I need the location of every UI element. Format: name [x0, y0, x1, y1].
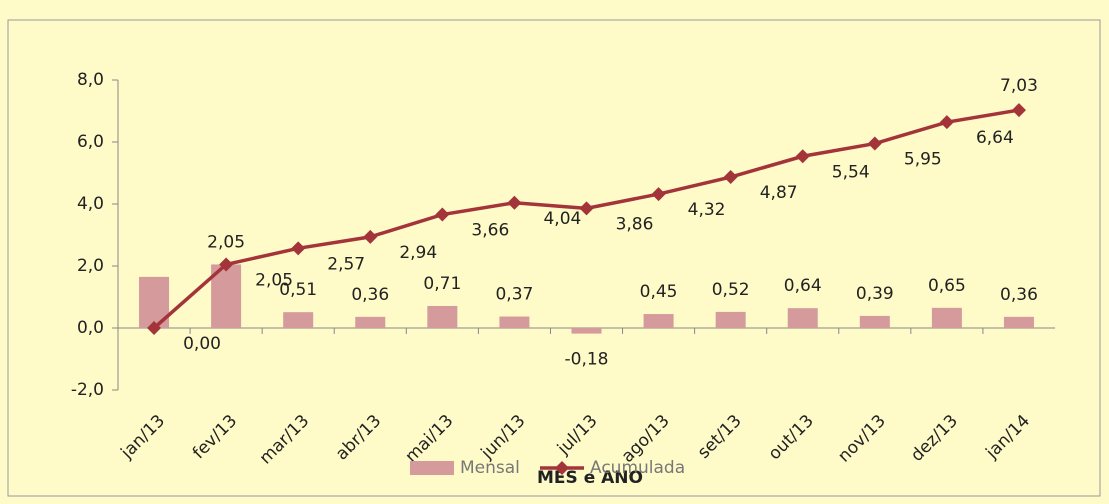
bar	[355, 316, 386, 328]
line-label: 2,05	[255, 270, 293, 290]
bar	[571, 328, 602, 334]
bar-label: 0,45	[640, 282, 678, 302]
marker	[507, 195, 522, 210]
marker	[579, 201, 594, 216]
bar-label: -0,18	[565, 350, 609, 370]
bar-label: 0,52	[712, 280, 750, 300]
bar-label: 0,37	[495, 285, 533, 305]
marker	[651, 187, 666, 202]
bar	[1003, 316, 1034, 328]
line-label: 4,32	[688, 200, 726, 220]
y-tick-label: 2,0	[77, 256, 104, 276]
bar-label: 0,39	[856, 284, 894, 304]
marker	[1011, 103, 1026, 118]
bar-label: 0,71	[423, 274, 461, 294]
bar-label: 0,36	[351, 285, 389, 305]
legend-swatch	[410, 461, 454, 475]
marker	[435, 207, 450, 222]
marker	[939, 115, 954, 130]
marker	[219, 257, 234, 272]
y-tick-label: 0,0	[77, 318, 104, 338]
line-label: 4,87	[760, 183, 798, 203]
marker	[867, 136, 882, 151]
y-tick-label: -2,0	[71, 380, 104, 400]
bar	[859, 315, 890, 328]
bar-label: 0,64	[784, 276, 822, 296]
marker	[723, 170, 738, 185]
bar	[643, 314, 674, 328]
chart-frame	[7, 19, 1101, 497]
bar-label: 0,36	[1000, 285, 1038, 305]
bar-label: 2,05	[207, 232, 245, 252]
marker	[291, 241, 306, 256]
marker	[795, 149, 810, 164]
line-label: 3,66	[471, 221, 509, 241]
line-label: 5,95	[904, 150, 942, 170]
legend-marker	[555, 461, 569, 475]
line-label: 4,04	[543, 209, 581, 229]
legend-label: Acumulada	[590, 458, 685, 478]
line-label: 6,64	[976, 128, 1014, 148]
y-tick-label: 6,0	[77, 132, 104, 152]
bar-label: 0,51	[279, 280, 317, 300]
marker	[147, 321, 162, 335]
line-label: 0,00	[183, 334, 221, 354]
legend-label: Mensal	[460, 458, 520, 478]
bar	[787, 308, 818, 328]
line-label: 2,57	[327, 254, 365, 274]
bar	[283, 312, 314, 328]
line-label: 5,54	[832, 162, 870, 182]
bar	[427, 305, 458, 328]
marker	[363, 229, 378, 244]
line-label: 3,86	[616, 214, 654, 234]
bar	[931, 307, 962, 328]
bar-label: 0,65	[928, 276, 966, 296]
y-tick-label: 8,0	[77, 70, 104, 90]
y-tick-label: 4,0	[77, 194, 104, 214]
line-label: 2,94	[399, 243, 437, 263]
bar	[499, 316, 530, 328]
bar	[715, 311, 746, 328]
line-label: 7,03	[1000, 76, 1038, 96]
